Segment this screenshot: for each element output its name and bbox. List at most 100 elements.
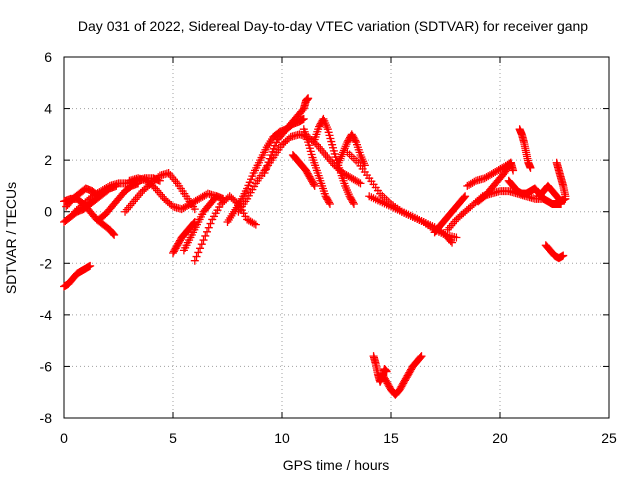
x-axis-label: GPS time / hours	[283, 457, 390, 473]
series-arc-11	[190, 192, 260, 265]
x-tick-label: 20	[492, 430, 508, 446]
series-arc-28	[515, 125, 535, 172]
y-tick-label: -2	[40, 255, 53, 271]
data-point	[261, 165, 270, 174]
data-point	[321, 150, 330, 159]
data-point	[131, 195, 140, 204]
series-arc-26	[474, 158, 518, 206]
data-point	[314, 142, 323, 151]
data-point	[417, 352, 426, 361]
data-point	[197, 240, 206, 249]
data-point	[134, 191, 143, 200]
y-tick-label: 2	[44, 152, 52, 168]
data-point	[122, 205, 131, 214]
data-point	[260, 169, 269, 178]
data-point	[203, 227, 212, 236]
data-point	[356, 179, 365, 188]
data-point	[319, 148, 328, 157]
y-tick-label: -8	[40, 410, 53, 426]
data-point	[156, 190, 165, 199]
data-point	[447, 221, 456, 230]
data-point	[251, 220, 260, 229]
y-tick-label: 4	[44, 101, 52, 117]
data-point	[164, 169, 173, 178]
data-point	[509, 166, 518, 175]
series-arc-31	[541, 241, 568, 263]
data-point	[204, 223, 213, 232]
series-arc-29	[535, 181, 570, 206]
data-point	[136, 189, 145, 198]
data-point	[201, 231, 210, 240]
data-point	[310, 181, 319, 190]
series-arc-06	[94, 179, 143, 224]
data-point	[129, 197, 138, 206]
data-point	[452, 233, 461, 242]
data-point	[416, 353, 425, 362]
data-point	[448, 219, 457, 228]
series-arc-16	[299, 125, 334, 208]
data-point	[149, 182, 158, 191]
data-point	[192, 252, 201, 261]
data-point	[450, 217, 459, 226]
data-point	[168, 173, 177, 182]
data-point	[133, 193, 142, 202]
data-point	[169, 175, 178, 184]
data-point	[309, 180, 318, 189]
data-point	[349, 199, 358, 208]
data-point	[110, 230, 119, 239]
data-point	[448, 238, 457, 247]
series-arc-10	[179, 192, 228, 255]
y-tick-label: -6	[40, 358, 53, 374]
data-point	[325, 155, 334, 164]
data-point	[196, 244, 205, 253]
data-point	[199, 236, 208, 245]
data-points	[60, 94, 570, 399]
data-point	[559, 251, 568, 260]
data-point	[250, 219, 259, 228]
data-point	[470, 177, 479, 186]
data-point	[264, 158, 273, 167]
grid-lines	[64, 57, 609, 418]
data-point	[190, 256, 199, 265]
data-point	[104, 182, 113, 191]
data-point	[304, 94, 313, 103]
data-point	[325, 199, 334, 208]
data-point	[86, 261, 95, 270]
data-point	[299, 114, 308, 123]
data-point	[155, 188, 164, 197]
data-point	[325, 198, 334, 207]
data-point	[460, 193, 469, 202]
x-tick-labels: 0 5 10 15 20 25	[60, 430, 617, 446]
series-arc-15	[288, 150, 319, 190]
y-tick-label: 6	[44, 49, 52, 65]
data-point	[158, 192, 167, 201]
data-point	[190, 205, 199, 214]
data-point	[461, 192, 470, 201]
data-point	[265, 154, 274, 163]
data-point	[121, 207, 130, 216]
data-point	[316, 144, 325, 153]
x-tick-label: 15	[383, 430, 399, 446]
series-arc-23	[430, 192, 470, 237]
data-point	[326, 157, 335, 166]
data-point	[194, 248, 203, 257]
data-point	[349, 198, 358, 207]
data-point	[263, 161, 272, 170]
chart-title: Day 031 of 2022, Sidereal Day-to-day VTE…	[78, 18, 588, 34]
series-arc-09	[169, 218, 199, 257]
data-point	[351, 136, 360, 145]
data-point	[128, 199, 137, 208]
data-point	[109, 229, 118, 238]
axis-ticks	[63, 56, 610, 419]
series-arc-01	[60, 261, 95, 291]
data-point	[124, 203, 133, 212]
data-point	[318, 146, 327, 155]
plot-frame	[63, 56, 610, 419]
data-point	[446, 237, 455, 246]
x-tick-label: 0	[60, 430, 68, 446]
data-point	[354, 178, 363, 187]
series-arc-30	[552, 158, 570, 201]
data-point	[171, 177, 180, 186]
y-tick-labels: -8 -6 -4 -2 0 2 4 6	[40, 49, 53, 426]
